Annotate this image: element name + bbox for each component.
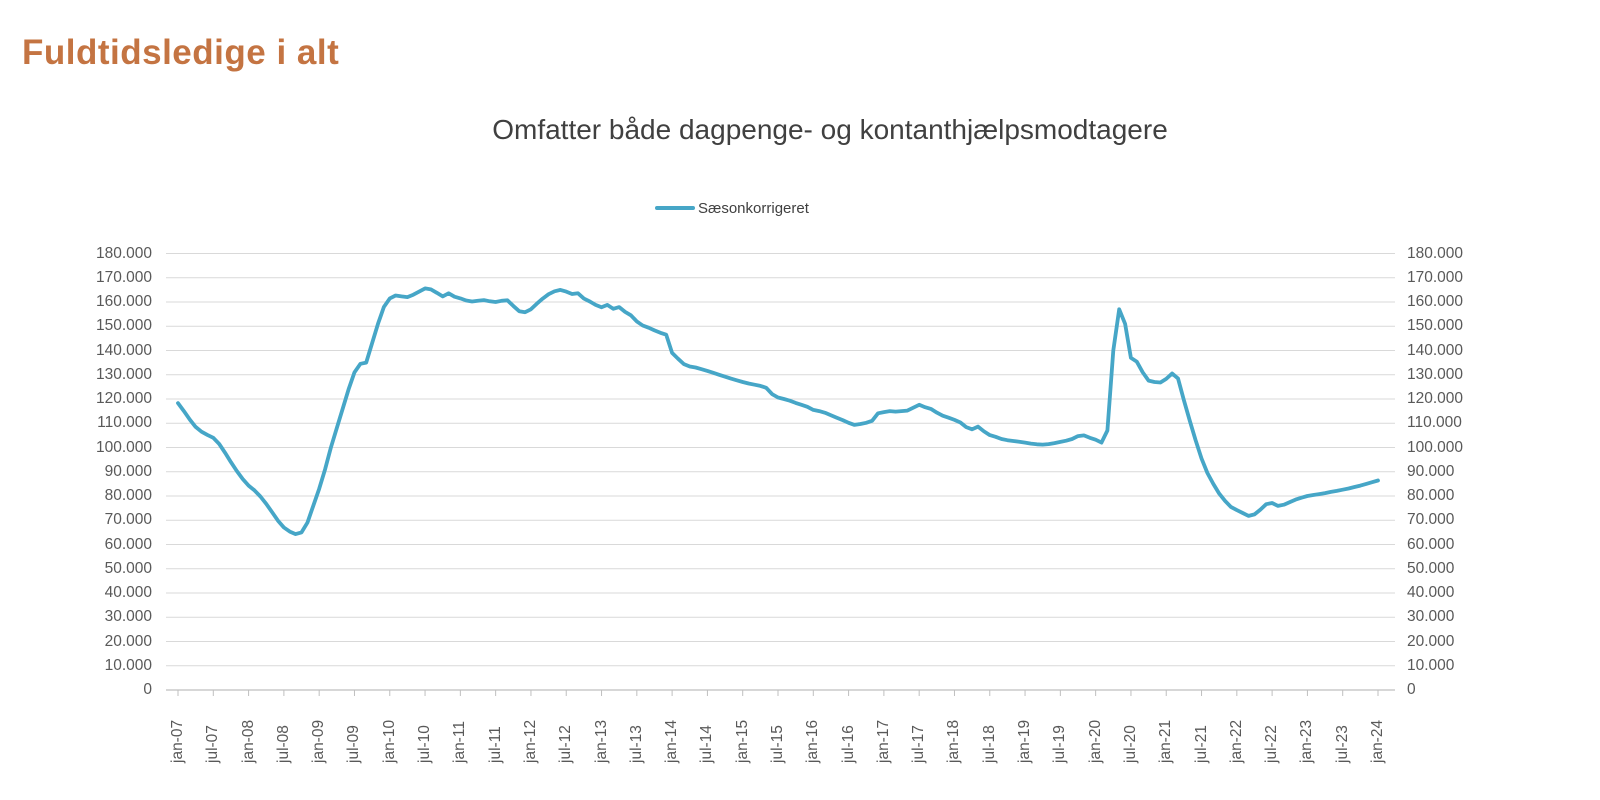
x-axis-label: jan-23	[1298, 719, 1316, 763]
y-axis-label-right: 140.000	[1407, 341, 1464, 359]
x-axis-label: jan-16	[804, 719, 822, 763]
unemployment-line	[176, 286, 1380, 536]
x-axis-label: jul-17	[910, 725, 928, 763]
y-axis-label-left: 70.000	[104, 511, 152, 529]
y-axis-label-left: 150.000	[95, 317, 152, 335]
x-axis-label: jan-20	[1086, 719, 1104, 763]
x-axis-label: jan-24	[1369, 719, 1386, 763]
x-axis-label: jul-19	[1051, 725, 1069, 763]
y-axis-label-right: 170.000	[1407, 268, 1464, 286]
y-axis-label-left: 50.000	[104, 559, 152, 577]
legend: Sæsonkorrigeret	[655, 199, 809, 217]
y-axis-label-right: 180.000	[1407, 244, 1464, 262]
x-axis-label: jul-11	[486, 726, 504, 763]
y-axis-label-left: 10.000	[104, 656, 152, 674]
y-axis-label-left: 110.000	[97, 414, 152, 432]
x-axis-label: jan-10	[380, 719, 398, 763]
x-axis-label: jul-07	[204, 725, 222, 763]
x-axis-label: jul-20	[1121, 725, 1139, 763]
y-axis-label-left: 20.000	[104, 632, 152, 650]
y-axis-label-right: 20.000	[1407, 632, 1455, 650]
x-axis-label: jan-07	[169, 719, 186, 763]
y-axis-label-right: 110.000	[1407, 414, 1462, 432]
y-axis-label-left: 0	[143, 681, 152, 698]
x-axis-label: jan-09	[310, 719, 328, 763]
y-axis-label-left: 120.000	[95, 390, 152, 407]
y-axis-label-right: 160.000	[1407, 293, 1464, 310]
x-axis-label: jul-14	[698, 725, 716, 763]
legend-line-marker-icon	[655, 206, 695, 210]
y-axis-label-right: 70.000	[1407, 511, 1455, 529]
x-axis-label: jan-15	[733, 719, 751, 763]
y-axis-label-left: 130.000	[95, 365, 152, 383]
x-axis-label: jan-12	[521, 719, 539, 763]
y-axis-label-right: 30.000	[1407, 608, 1455, 626]
legend-label: Sæsonkorrigeret	[698, 199, 809, 217]
y-axis-label-left: 60.000	[104, 535, 152, 553]
y-axis-label-left: 170.000	[95, 268, 152, 286]
y-axis-label-left: 140.000	[95, 341, 152, 359]
y-axis-label-right: 80.000	[1407, 487, 1455, 504]
y-axis-label-left: 90.000	[104, 462, 152, 480]
y-axis-label-right: 150.000	[1407, 317, 1464, 335]
y-axis-label-right: 10.000	[1407, 656, 1455, 674]
y-axis-label-left: 80.000	[104, 487, 152, 504]
x-axis-label: jul-13	[627, 725, 645, 763]
x-axis-label: jul-18	[980, 725, 998, 763]
y-axis-label-right: 40.000	[1407, 584, 1455, 601]
y-axis-label-right: 100.000	[1407, 438, 1464, 456]
y-axis-label-left: 160.000	[95, 293, 152, 310]
x-axis-label: jul-16	[839, 725, 857, 763]
page-title: Fuldtidsledige i alt	[22, 33, 340, 72]
x-axis-label: jul-15	[769, 725, 786, 763]
x-axis-label: jul-08	[274, 725, 292, 763]
y-axis-label-left: 180.000	[95, 244, 152, 262]
y-axis-label-right: 0	[1407, 681, 1416, 698]
chart-title: Omfatter både dagpenge- og kontanthjælps…	[492, 114, 1168, 145]
x-axis-label: jul-12	[557, 725, 575, 763]
y-axis-label-left: 40.000	[104, 584, 152, 601]
x-axis-label: jan-18	[945, 719, 963, 763]
x-axis-label: jul-22	[1263, 725, 1281, 763]
y-axis-label-right: 50.000	[1407, 559, 1455, 577]
x-axis-label: jul-10	[416, 725, 434, 763]
x-axis-label: jan-08	[239, 719, 257, 763]
y-axis-label-left: 100.000	[95, 438, 152, 456]
x-axis-label: jul-09	[345, 725, 363, 763]
y-axis-label-right: 120.000	[1407, 390, 1464, 407]
x-axis-label: jan-17	[874, 719, 892, 763]
y-axis-label-right: 90.000	[1407, 462, 1455, 480]
x-axis-label: jan-13	[592, 719, 610, 763]
y-axis-label-right: 60.000	[1407, 535, 1455, 553]
y-axis-label-left: 30.000	[104, 608, 152, 626]
y-axis-label-right: 130.000	[1407, 365, 1464, 383]
x-axis-label: jan-11	[451, 721, 469, 763]
x-axis-label: jan-21	[1157, 719, 1175, 763]
x-axis-label: jan-22	[1227, 719, 1245, 763]
x-axis-label: jan-19	[1016, 719, 1034, 763]
x-axis-label: jul-23	[1333, 725, 1351, 763]
x-axis-label: jan-14	[663, 719, 681, 763]
x-axis-label: jul-21	[1192, 725, 1210, 763]
